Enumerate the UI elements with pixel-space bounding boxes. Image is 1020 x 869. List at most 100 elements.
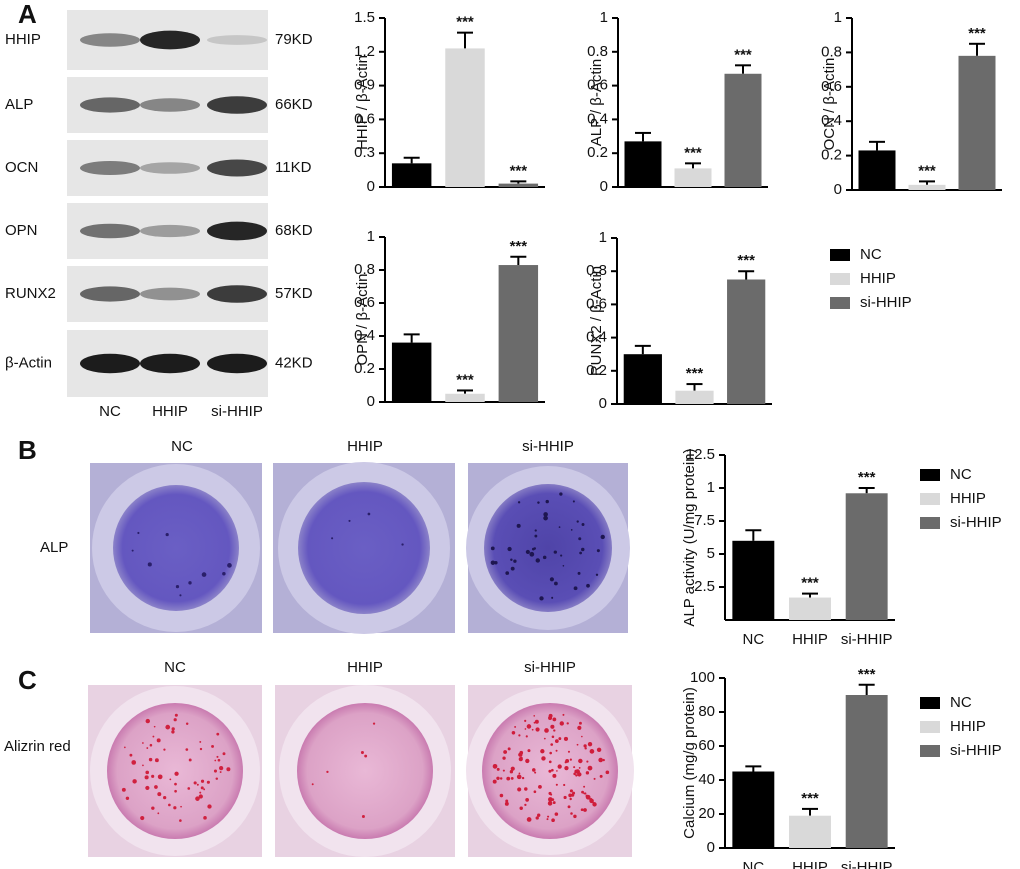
- protein-label: OCN: [5, 159, 38, 176]
- bar: [789, 815, 831, 848]
- blot-band: [207, 159, 267, 177]
- stain-dot: [551, 768, 554, 772]
- blot-band: [140, 224, 200, 238]
- stain-dot: [567, 805, 571, 809]
- stain-dot: [596, 747, 602, 753]
- significance-label: ***: [456, 371, 474, 388]
- legend-label: si-HHIP: [950, 514, 1002, 531]
- y-tick-label: 0.4: [586, 329, 607, 346]
- stain-dot: [144, 775, 149, 780]
- row-label: Alizrin red: [4, 738, 71, 755]
- stain-dot: [124, 746, 126, 749]
- stain-dot: [140, 815, 145, 821]
- panel-label: C: [18, 665, 37, 695]
- stain-dot: [226, 767, 231, 772]
- stain-dot: [578, 537, 582, 541]
- stain-dot: [565, 759, 570, 763]
- x-tick-label: si-HHIP: [841, 631, 893, 648]
- stain-dot: [532, 768, 536, 772]
- stain-dot: [505, 799, 509, 803]
- stain-dot: [364, 754, 368, 758]
- stain-dot: [499, 793, 504, 798]
- stain-dot: [521, 776, 525, 780]
- stain-dot: [598, 757, 603, 763]
- stain-dot: [200, 779, 205, 783]
- western-blot: [67, 10, 268, 397]
- stain-dot: [562, 565, 565, 567]
- stain-dot: [580, 808, 584, 812]
- stain-dot: [132, 779, 137, 784]
- stain-dot: [360, 751, 364, 755]
- stain-dot: [217, 758, 221, 762]
- y-tick-label: 7.5: [694, 512, 715, 529]
- legend-swatch: [920, 697, 940, 709]
- stain-dot: [145, 718, 150, 724]
- stain-dot: [152, 735, 155, 738]
- legend-label: HHIP: [950, 490, 986, 507]
- stain-dot: [572, 500, 575, 503]
- stain-dot: [589, 798, 594, 804]
- y-tick-label: 100: [690, 669, 715, 686]
- stain-dot: [490, 546, 495, 551]
- stain-dot: [168, 803, 171, 807]
- panel-label: B: [18, 435, 37, 465]
- stain-dot: [175, 584, 180, 589]
- stain-dot: [131, 549, 134, 552]
- stain-dot: [220, 767, 224, 770]
- significance-label: ***: [684, 144, 702, 161]
- stain-dot: [326, 770, 329, 774]
- legend-swatch: [920, 493, 940, 505]
- stain-dot: [550, 743, 554, 746]
- stain-dot: [496, 767, 500, 771]
- bar: [674, 168, 712, 187]
- stain-dot: [534, 529, 537, 532]
- stain-dot: [583, 785, 586, 788]
- y-tick-label: 1: [707, 479, 715, 496]
- stain-dot: [553, 729, 556, 732]
- legend-label: NC: [950, 466, 972, 483]
- y-tick-label: 20: [698, 805, 715, 822]
- stain-dot: [526, 724, 532, 729]
- y-axis-label: ALP activity (U/mg protein): [681, 448, 698, 626]
- stain-dot: [524, 728, 527, 730]
- y-axis-label: OPN / β-Actin: [354, 274, 371, 366]
- stain-dot: [526, 817, 532, 822]
- stain-dot: [142, 764, 144, 767]
- stain-dot: [179, 594, 182, 597]
- stain-dot: [507, 546, 512, 552]
- stain-dot: [577, 725, 582, 730]
- stain-dot: [201, 572, 207, 577]
- stain-dot: [566, 722, 569, 725]
- stain-dot: [222, 572, 226, 576]
- stain-dot: [552, 717, 557, 722]
- stain-dot: [502, 756, 506, 760]
- stain-dot: [216, 755, 219, 758]
- blot-band: [80, 286, 140, 302]
- stain-dot: [510, 558, 513, 561]
- stain-dot: [573, 772, 576, 776]
- legend-label: si-HHIP: [860, 294, 912, 311]
- stain-dot: [510, 776, 514, 780]
- stain-dot: [564, 765, 569, 771]
- stain-dot: [213, 769, 218, 773]
- stain-dot: [543, 512, 548, 517]
- stain-dot: [581, 547, 585, 552]
- stain-dot: [509, 770, 514, 774]
- stain-dot: [142, 742, 144, 744]
- stain-dot: [516, 774, 522, 780]
- stain-dot: [535, 558, 540, 563]
- significance-label: ***: [686, 365, 704, 382]
- stain-dot: [525, 758, 530, 764]
- stain-dot: [558, 526, 561, 529]
- stain-dot: [555, 783, 558, 786]
- stain-dot: [490, 560, 496, 565]
- significance-label: ***: [456, 14, 474, 31]
- y-tick-label: 40: [698, 771, 715, 788]
- well: [484, 484, 612, 612]
- x-tick-label: HHIP: [792, 859, 828, 869]
- significance-label: ***: [801, 790, 819, 807]
- stain-dot: [171, 727, 175, 731]
- y-tick-label: 2.5: [694, 578, 715, 595]
- legend-label: NC: [950, 694, 972, 711]
- y-tick-label: 0.2: [354, 360, 375, 377]
